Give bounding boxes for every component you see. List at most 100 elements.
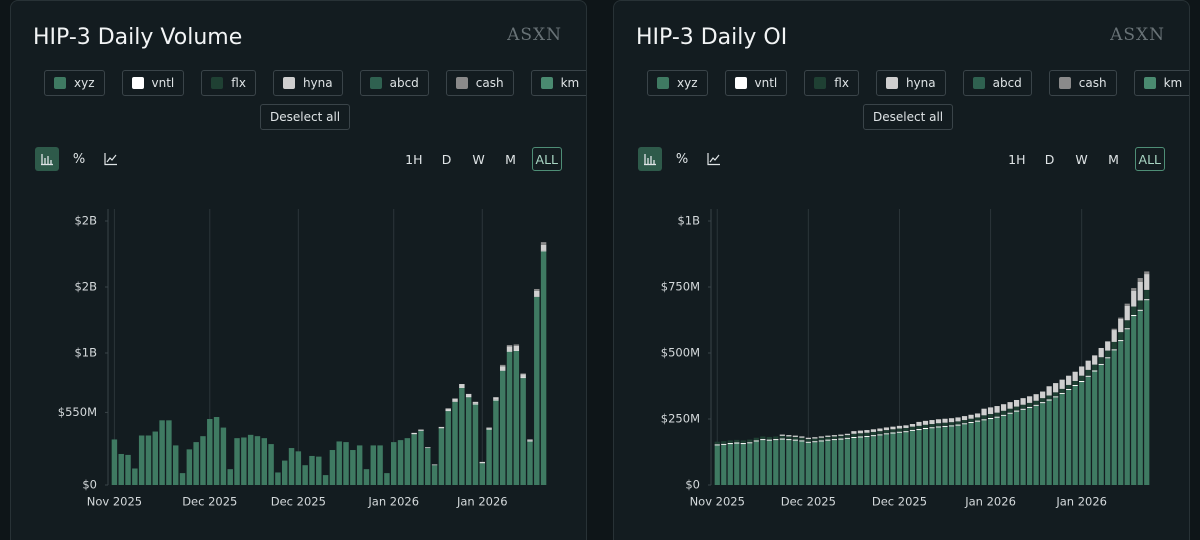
range-button[interactable]: W xyxy=(1075,151,1088,167)
legend-button[interactable]: flx xyxy=(201,70,256,96)
bar-view-button[interactable] xyxy=(638,147,662,171)
bar-segment xyxy=(1124,329,1130,485)
bar-segment xyxy=(760,436,766,440)
legend-button[interactable]: hyna xyxy=(272,70,343,96)
range-button[interactable]: D xyxy=(441,151,452,167)
bar-segment xyxy=(493,399,499,401)
bar-segment xyxy=(493,397,499,400)
legend-button[interactable]: xyz xyxy=(647,70,708,96)
bar-segment xyxy=(818,437,824,441)
bar-segment xyxy=(727,443,733,445)
deselect-button[interactable]: Deselect all xyxy=(260,104,351,130)
bar-segment xyxy=(1020,404,1026,409)
legend-button[interactable]: cash xyxy=(445,70,514,96)
bar-segment xyxy=(193,442,199,485)
bar-view-button[interactable] xyxy=(35,147,59,171)
line-view-button[interactable] xyxy=(99,147,123,171)
legend-label: hyna xyxy=(905,76,936,90)
bar-segment xyxy=(254,436,261,485)
range-button[interactable]: 1H xyxy=(1008,151,1026,167)
bar-segment xyxy=(968,418,974,422)
bar-segment xyxy=(779,439,785,485)
bar-segment xyxy=(1000,404,1007,411)
bar-segment xyxy=(452,401,458,485)
bar-segment xyxy=(479,462,486,464)
bar-segment xyxy=(1144,289,1150,300)
bar-segment xyxy=(773,440,779,485)
bar-segment xyxy=(459,387,465,485)
legend-button[interactable]: km xyxy=(1133,70,1189,96)
bar-segment xyxy=(857,436,864,438)
bar-segment xyxy=(766,440,772,485)
bar-segment xyxy=(1085,376,1091,485)
legend-button[interactable]: hyna xyxy=(875,70,946,96)
legend-button[interactable]: cash xyxy=(1048,70,1117,96)
bar-segment xyxy=(534,290,540,297)
bar-segment xyxy=(1040,391,1046,399)
y-tick-label: $1B xyxy=(677,214,700,228)
bar-segment xyxy=(994,416,1000,418)
y-tick-label: $750M xyxy=(661,280,700,294)
volume-panel: HIP-3 Daily Volume ASXN xyz vntl flx hyna abcd… xyxy=(10,0,587,540)
bar-segment xyxy=(870,436,877,485)
range-button[interactable]: ALL xyxy=(1134,147,1165,171)
bar-segment xyxy=(851,436,857,439)
bar-segment xyxy=(213,417,220,485)
bar-segment xyxy=(1124,328,1130,330)
bar-segment xyxy=(890,429,896,433)
legend-button[interactable]: vntl xyxy=(724,70,788,96)
bar-segment xyxy=(916,425,922,430)
bar-segment xyxy=(922,424,929,428)
bar-segment xyxy=(747,443,753,485)
bar-segment xyxy=(1144,300,1150,485)
y-tick-label: $550M xyxy=(58,405,97,419)
range-button[interactable]: M xyxy=(1108,151,1119,167)
range-button[interactable]: 1H xyxy=(405,151,423,167)
bar-segment xyxy=(377,445,383,485)
bar-segment xyxy=(316,456,322,485)
bar-segment xyxy=(753,440,759,442)
bar-segment xyxy=(1066,389,1072,485)
legend-swatch xyxy=(282,77,295,89)
range-button[interactable]: D xyxy=(1044,151,1055,167)
deselect-button[interactable]: Deselect all xyxy=(863,104,954,130)
legend-button[interactable]: vntl xyxy=(121,70,185,96)
bar-segment xyxy=(929,428,935,485)
bar-segment xyxy=(851,433,857,437)
bar-segment xyxy=(1013,399,1020,407)
bar-segment xyxy=(534,296,540,297)
bar-segment xyxy=(805,437,811,440)
range-button[interactable]: M xyxy=(505,151,516,167)
legend-button[interactable]: abcd xyxy=(359,70,429,96)
bar-segment xyxy=(1111,350,1117,485)
bar-segment xyxy=(851,431,857,434)
range-button[interactable]: ALL xyxy=(531,147,562,171)
bar-segment xyxy=(864,432,870,436)
percent-button[interactable]: % xyxy=(72,151,86,167)
bar-segment xyxy=(1144,299,1150,301)
bar-segment xyxy=(1033,404,1039,406)
percent-button[interactable]: % xyxy=(675,151,689,167)
bar-segment xyxy=(818,441,824,485)
oi-panel: HIP-3 Daily OI ASXN xyz vntl flx hyna abcd cash… xyxy=(613,0,1190,540)
y-tick-label: $2B xyxy=(74,214,97,228)
bar-segment xyxy=(948,425,955,427)
bar-segment xyxy=(1013,411,1020,485)
range-button[interactable]: W xyxy=(472,151,485,167)
legend-swatch xyxy=(734,77,747,89)
bar-segment xyxy=(994,406,1000,413)
legend-button[interactable]: abcd xyxy=(962,70,1032,96)
bar-segment xyxy=(929,424,935,428)
bar-segment xyxy=(499,370,506,371)
bar-segment xyxy=(786,436,792,440)
bar-segment xyxy=(540,244,547,251)
line-view-button[interactable] xyxy=(702,147,726,171)
legend-button[interactable]: xyz xyxy=(44,70,105,96)
bar-segment xyxy=(1007,413,1013,485)
bar-segment xyxy=(220,427,227,485)
legend-button[interactable]: flx xyxy=(804,70,859,96)
bar-segment xyxy=(779,438,785,440)
bar-segment xyxy=(1131,290,1137,307)
legend-button[interactable]: km xyxy=(530,70,586,96)
bar-segment xyxy=(268,444,274,485)
